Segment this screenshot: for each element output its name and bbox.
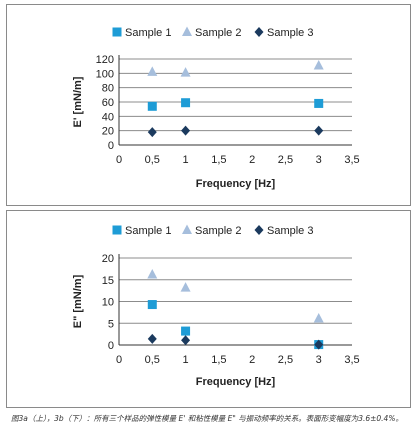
legend-label: Sample 1 bbox=[125, 27, 171, 39]
data-point-square bbox=[147, 101, 157, 111]
data-point-square bbox=[314, 98, 324, 108]
figure-caption: 图3a（上），3b（下）：所有三个样品的弹性模量 E' 和粘性模量 E" 与振动… bbox=[11, 414, 403, 423]
x-tick-label: 2 bbox=[249, 154, 255, 166]
data-point-square bbox=[181, 326, 191, 336]
x-tick-label: 1,5 bbox=[211, 154, 226, 166]
x-tick-label: 3,5 bbox=[344, 154, 359, 166]
x-tick-label: 3 bbox=[316, 354, 322, 366]
chart-panel-elastic: 0 20 40 60 80 100 120 0 0,5 1 1,5 2 2,5 3 3,5 Frequency… bbox=[6, 4, 411, 206]
elastic-modulus-chart: 0 20 40 60 80 100 120 0 0,5 1 1,5 2 2,5 3 3,5 Frequency… bbox=[72, 26, 360, 190]
y-tick-label: 0 bbox=[108, 340, 114, 352]
x-tick-label: 1 bbox=[183, 154, 189, 166]
x-tick-label: 0 bbox=[116, 154, 122, 166]
y-tick-label: 15 bbox=[102, 275, 114, 287]
y-tick-label: 5 bbox=[108, 318, 114, 330]
x-tick-label: 1 bbox=[183, 354, 189, 366]
y-tick-label: 10 bbox=[102, 297, 114, 309]
y-axis-label: E' [mN/m] bbox=[72, 76, 84, 127]
x-tick-label: 1,5 bbox=[211, 354, 226, 366]
chart-panel-viscous: 0 5 10 15 20 0 0,5 1 1,5 2 2,5 3 3,5 Frequency [Hz] E"… bbox=[6, 210, 411, 408]
data-point-triangle bbox=[313, 59, 324, 70]
data-point-diamond bbox=[181, 335, 191, 346]
x-tick-label: 2,5 bbox=[278, 154, 293, 166]
y-axis-label: E" [mN/m] bbox=[72, 274, 84, 328]
legend-square-marker bbox=[112, 27, 122, 37]
data-point-triangle bbox=[180, 282, 191, 292]
y-tick-label: 0 bbox=[108, 140, 114, 152]
viscous-modulus-chart: 0 5 10 15 20 0 0,5 1 1,5 2 2,5 3 3,5 Frequency [Hz] E"… bbox=[72, 224, 360, 388]
x-tick-label: 2,5 bbox=[278, 354, 293, 366]
data-point-diamond bbox=[181, 125, 191, 136]
x-tick-label: 0 bbox=[116, 354, 122, 366]
legend-square-marker bbox=[112, 225, 122, 235]
legend-label: Sample 3 bbox=[267, 225, 313, 237]
x-axis-label: Frequency [Hz] bbox=[196, 178, 276, 190]
legend-triangle-marker bbox=[182, 26, 192, 36]
y-tick-label: 100 bbox=[96, 68, 114, 80]
y-tick-label: 120 bbox=[96, 54, 114, 66]
legend-label: Sample 1 bbox=[125, 225, 171, 237]
legend-label: Sample 2 bbox=[195, 225, 241, 237]
y-tick-label: 20 bbox=[102, 253, 114, 265]
data-point-triangle bbox=[180, 67, 191, 77]
data-point-diamond bbox=[314, 125, 324, 136]
x-tick-label: 0,5 bbox=[145, 154, 160, 166]
x-tick-label: 3 bbox=[316, 154, 322, 166]
data-point-triangle bbox=[147, 269, 158, 279]
data-point-square bbox=[147, 300, 157, 310]
y-tick-label: 20 bbox=[102, 126, 114, 138]
y-tick-label: 60 bbox=[102, 97, 114, 109]
data-point-diamond bbox=[314, 339, 324, 350]
x-tick-label: 2 bbox=[249, 354, 255, 366]
data-point-diamond bbox=[147, 127, 157, 138]
x-tick-label: 0,5 bbox=[145, 354, 160, 366]
y-tick-label: 80 bbox=[102, 83, 114, 95]
data-point-triangle bbox=[313, 312, 324, 323]
legend-label: Sample 3 bbox=[267, 27, 313, 39]
y-tick-label: 40 bbox=[102, 111, 114, 123]
x-tick-label: 3,5 bbox=[344, 354, 359, 366]
legend-label: Sample 2 bbox=[195, 27, 241, 39]
data-point-diamond bbox=[147, 333, 157, 344]
legend-diamond-marker bbox=[254, 27, 264, 37]
data-point-square bbox=[181, 98, 191, 108]
legend-triangle-marker bbox=[182, 224, 192, 234]
x-axis-label: Frequency [Hz] bbox=[196, 376, 276, 388]
legend-diamond-marker bbox=[254, 225, 264, 235]
data-point-triangle bbox=[147, 66, 158, 76]
